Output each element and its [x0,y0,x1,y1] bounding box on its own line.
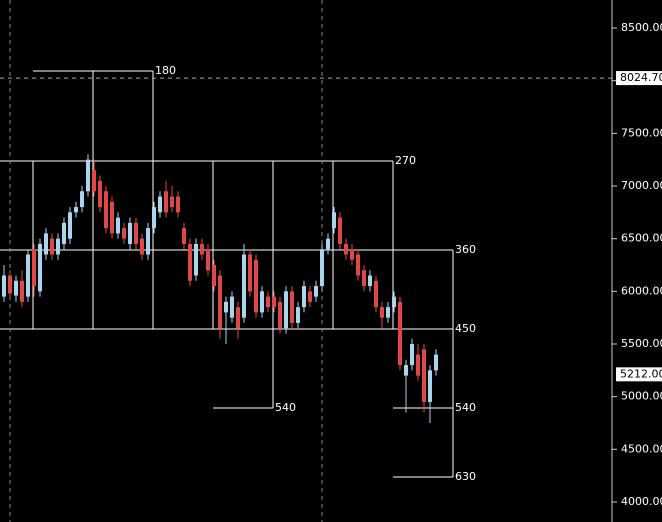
annotation: 180 [155,64,176,77]
annotation: 270 [395,154,416,167]
candle-body [140,238,144,255]
candle-body [26,254,30,297]
candle-body [62,222,66,244]
candle-body [80,191,84,208]
candle-body [98,180,102,208]
price-marker [616,367,662,382]
candle-body [350,249,354,260]
candle-body [320,249,324,287]
candle-body [74,207,78,213]
candle-body [146,228,150,255]
candle-body [266,296,270,308]
candle-body [314,286,318,297]
price-marker-label: 8024.70 [620,71,662,84]
candle-body [356,254,360,276]
candle-body [122,228,126,239]
y-tick-label: 4000.00 [621,495,662,508]
candle-body [230,296,234,318]
candle-body [218,275,222,329]
gann-lines [0,70,454,478]
candle-body [332,212,336,229]
candle-body [326,238,330,250]
y-tick-label: 7000.00 [621,179,662,192]
candle-body [152,207,156,229]
candle-body [368,275,372,287]
y-tick-label: 6500.00 [621,232,662,245]
annotation: 540 [455,401,476,414]
candle-body [158,196,162,213]
candle-body [392,296,396,308]
candle-body [20,280,24,302]
candle-body [104,191,108,229]
candle-body [416,354,420,376]
candle-body [248,254,252,292]
candle-body [386,307,390,318]
candle-body [374,280,378,308]
candle-body [272,296,276,308]
candle-body [8,275,12,294]
candle-body [38,243,42,292]
annotation: 540 [275,401,296,414]
y-tick-label: 8500.00 [621,21,662,34]
candle-body [92,170,96,192]
candle-body [44,233,48,255]
candle-body [2,275,6,297]
candle-body [182,228,186,244]
candle-body [242,254,246,318]
candle-body [302,286,306,308]
candle-body [434,354,438,371]
candle-body [212,265,216,287]
y-tick-label: 7500.00 [621,126,662,139]
candle-body [116,217,120,234]
candle-body [338,217,342,244]
candle-body [308,291,312,302]
candle-body [194,243,198,276]
candle-body [206,249,210,271]
candle-body [362,270,366,287]
candle-body [188,243,192,281]
candle-body [284,291,288,329]
candle-body [428,370,432,402]
candle-body [128,222,132,244]
candle-body [380,307,384,318]
candle-body [86,159,90,192]
candle-body [200,243,204,255]
candle-body [398,301,402,366]
candle-body [68,212,72,239]
candle-body [254,259,258,313]
candle-body [50,238,54,255]
candle-body [410,343,414,366]
annotation: 450 [455,322,476,335]
candle-body [14,280,18,296]
candle-body [296,307,300,323]
candle-body [110,201,114,234]
y-tick-label: 5500.00 [621,337,662,350]
y-tick-label: 6000.00 [621,284,662,297]
candle-body [134,222,138,244]
price-marker-label: 5212.00 [620,367,662,380]
candle-body [344,243,348,255]
candle-body [290,291,294,323]
candle-body [404,365,408,376]
candle-body [260,291,264,313]
candle-body [236,307,240,329]
candle-body [224,301,228,313]
annotation: 360 [455,243,476,256]
y-tick-label: 4500.00 [621,442,662,455]
candle-body [422,349,426,402]
candle-body [176,196,180,213]
candle-body [32,249,36,287]
annotation: 630 [455,470,476,483]
candle-body [56,238,60,255]
candle-body [164,191,168,213]
candle-body [278,301,282,329]
price-marker [616,71,662,86]
y-tick-label: 5000.00 [621,390,662,403]
candle-body [170,196,174,208]
